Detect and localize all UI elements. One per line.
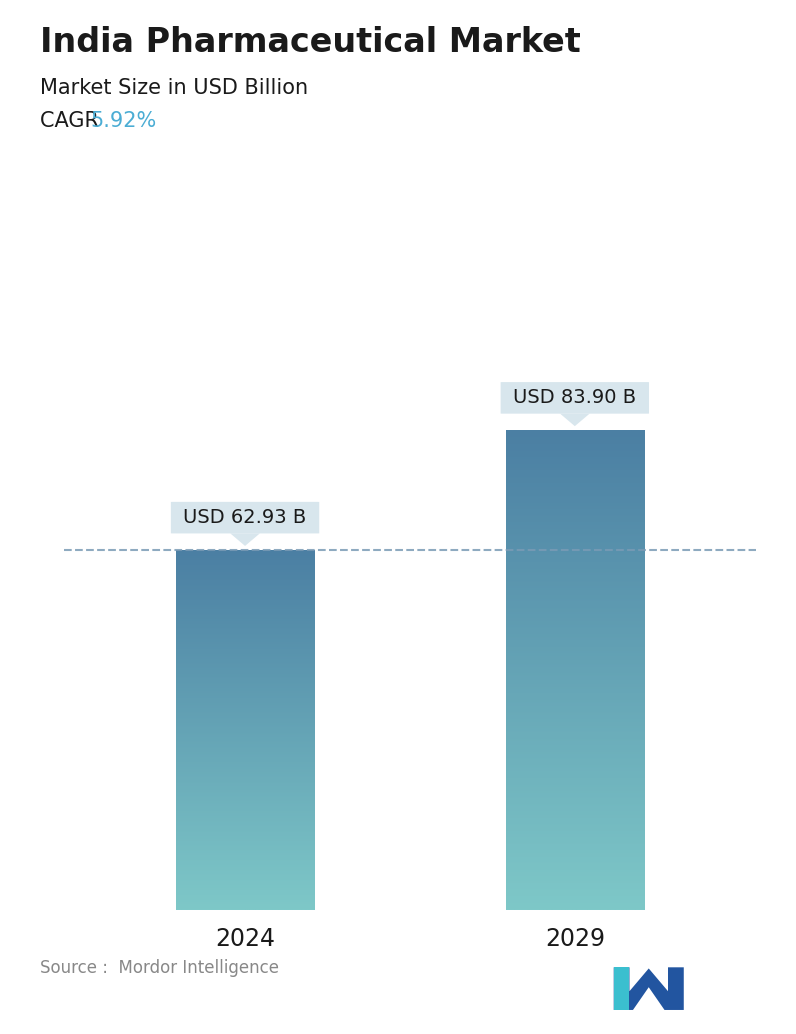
Text: USD 83.90 B: USD 83.90 B xyxy=(513,389,636,407)
Polygon shape xyxy=(560,414,590,426)
Text: India Pharmaceutical Market: India Pharmaceutical Market xyxy=(40,26,580,59)
Polygon shape xyxy=(614,968,684,1010)
Text: CAGR: CAGR xyxy=(40,111,105,130)
Text: Source :  Mordor Intelligence: Source : Mordor Intelligence xyxy=(40,960,279,977)
Polygon shape xyxy=(614,968,630,1010)
Text: Market Size in USD Billion: Market Size in USD Billion xyxy=(40,78,308,97)
Polygon shape xyxy=(230,534,259,546)
FancyBboxPatch shape xyxy=(171,501,319,534)
Text: 5.92%: 5.92% xyxy=(90,111,156,130)
Text: USD 62.93 B: USD 62.93 B xyxy=(183,508,306,527)
FancyBboxPatch shape xyxy=(501,383,649,414)
